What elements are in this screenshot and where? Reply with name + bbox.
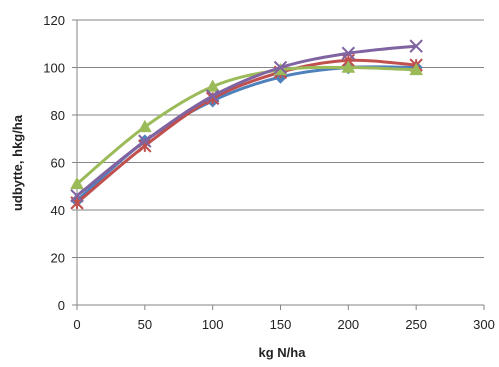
data-point <box>70 189 84 203</box>
series-line <box>75 65 418 202</box>
x-tick-label: 300 <box>473 317 495 332</box>
data-point <box>409 39 423 53</box>
y-tick-label: 40 <box>51 203 65 218</box>
data-point <box>137 119 152 133</box>
marker-stroke <box>341 46 356 60</box>
series-layer <box>70 39 424 210</box>
axes: 0 20 40 60 80 100 120 0 50 100 150 200 250 300 <box>43 13 495 332</box>
data-point <box>138 134 152 148</box>
x-tick-label: 0 <box>73 317 80 332</box>
marker-stroke <box>409 39 423 53</box>
data-point <box>409 62 424 76</box>
y-tick-label: 60 <box>51 156 65 171</box>
series-3 <box>70 60 424 190</box>
marker-stroke <box>70 189 84 203</box>
series-4 <box>70 39 423 203</box>
data-point <box>205 79 220 92</box>
data-point <box>205 89 220 103</box>
series-line <box>75 44 418 198</box>
data-point <box>70 176 84 190</box>
x-tick-label: 250 <box>405 317 427 332</box>
data-point <box>273 60 288 75</box>
marker-stroke <box>273 60 288 75</box>
series-2 <box>70 53 423 210</box>
y-tick-label: 100 <box>43 61 65 76</box>
marker-stroke <box>205 89 220 103</box>
data-point <box>341 46 356 60</box>
y-tick-label: 80 <box>51 108 65 123</box>
y-axis-title: udbytte, hkg/ha <box>10 114 25 211</box>
x-axis-title: kg N/ha <box>259 345 307 360</box>
data-point <box>341 60 356 73</box>
y-tick-label: 20 <box>51 251 65 266</box>
x-tick-label: 200 <box>337 317 359 332</box>
x-tick-label: 150 <box>270 317 292 332</box>
series-line <box>75 58 418 205</box>
gridlines <box>77 19 484 258</box>
series-line <box>75 65 418 186</box>
x-tick-label: 100 <box>202 317 224 332</box>
marker-stroke <box>138 134 152 148</box>
y-tick-label: 0 <box>58 298 65 313</box>
x-tick-label: 50 <box>138 317 152 332</box>
y-tick-label: 120 <box>43 13 65 28</box>
